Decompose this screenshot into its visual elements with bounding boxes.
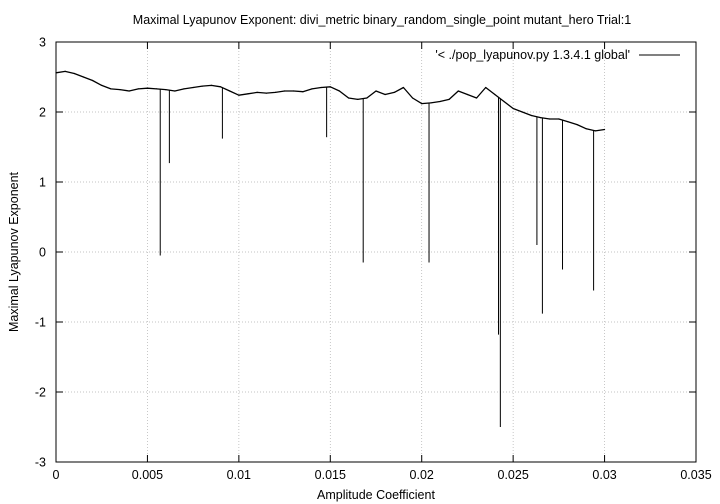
data-point [375, 90, 377, 92]
chart-title: Maximal Lyapunov Exponent: divi_metric b… [133, 13, 631, 27]
x-axis-label: Amplitude Coefficient [317, 488, 435, 502]
data-point [357, 98, 359, 100]
data-point [466, 93, 469, 96]
data-point [137, 88, 139, 90]
data-point [384, 93, 386, 96]
data-point [101, 84, 103, 86]
data-point [210, 84, 213, 86]
grid-lines [56, 42, 696, 462]
x-tick-label: 0.03 [592, 468, 616, 482]
data-point [192, 86, 194, 89]
data-point [347, 97, 350, 99]
data-point [110, 88, 112, 90]
data-point [155, 88, 158, 90]
data-point [283, 90, 286, 92]
y-tick-label: -3 [35, 456, 46, 470]
data-point [421, 103, 423, 105]
data-point [201, 85, 203, 87]
data-point [302, 91, 304, 93]
data-point [539, 117, 542, 119]
data-point [402, 86, 405, 89]
y-tick-label: 1 [39, 176, 46, 190]
data-point [247, 93, 249, 95]
y-axis-label: Maximal Lyapunov Exponent [7, 171, 21, 332]
data-point [576, 124, 578, 126]
y-tick-label: -1 [35, 316, 46, 330]
data-point [430, 102, 432, 104]
x-tick-label: 0.035 [680, 468, 711, 482]
x-tick-label: 0.015 [315, 468, 346, 482]
y-tick-label: 0 [39, 246, 46, 260]
data-point [485, 86, 487, 89]
data-point [229, 90, 231, 92]
data-point [411, 97, 414, 99]
data-point [338, 90, 341, 92]
data-point [64, 70, 66, 72]
data-point [530, 114, 533, 117]
x-tick-label: 0.01 [227, 468, 251, 482]
data-point [393, 91, 395, 93]
data-point [128, 90, 130, 92]
data-point [256, 91, 258, 93]
data-point [91, 79, 94, 82]
plot-frame [55, 41, 697, 463]
data-point [146, 87, 149, 89]
axis-ticks: 0 0.005 0.01 0.015 0.02 0.025 0.03 0.035 -3 -2 -1 0… [35, 36, 712, 483]
data-point [82, 76, 85, 78]
data-point [549, 118, 551, 120]
data-point [521, 111, 523, 113]
data-point [494, 93, 496, 96]
x-tick-label: 0.005 [132, 468, 163, 482]
data-point [311, 88, 313, 90]
data-point [119, 89, 121, 91]
series-line [55, 70, 605, 132]
data-point [512, 107, 514, 110]
data-point [475, 97, 478, 99]
data-point [174, 90, 176, 92]
data-point [238, 94, 240, 96]
data-point [558, 118, 560, 120]
data-point [73, 72, 75, 75]
data-point [165, 89, 167, 91]
data-point [293, 90, 295, 92]
legend-label: '< ./pop_lyapunov.py 1.3.4.1 global' [435, 48, 630, 62]
data-point [567, 121, 569, 123]
data-point [183, 88, 185, 90]
data-point [439, 100, 441, 103]
data-point [329, 86, 331, 88]
y-tick-label: -2 [35, 386, 46, 400]
data-point [594, 130, 597, 132]
data-point [320, 86, 322, 89]
data-point [603, 128, 606, 131]
data-point [274, 91, 277, 93]
data-point [265, 92, 267, 94]
x-tick-label: 0.025 [498, 468, 529, 482]
data-point [219, 86, 222, 88]
data-point [457, 90, 459, 92]
data-point [366, 97, 368, 99]
x-tick-label: 0.02 [410, 468, 434, 482]
data-point [585, 128, 587, 130]
y-tick-label: 3 [39, 36, 46, 50]
y-tick-label: 2 [39, 106, 46, 120]
data-layer [55, 70, 606, 427]
legend: '< ./pop_lyapunov.py 1.3.4.1 global' [435, 48, 680, 62]
data-point [448, 98, 450, 100]
x-tick-label: 0 [53, 468, 60, 482]
data-point [503, 100, 505, 103]
